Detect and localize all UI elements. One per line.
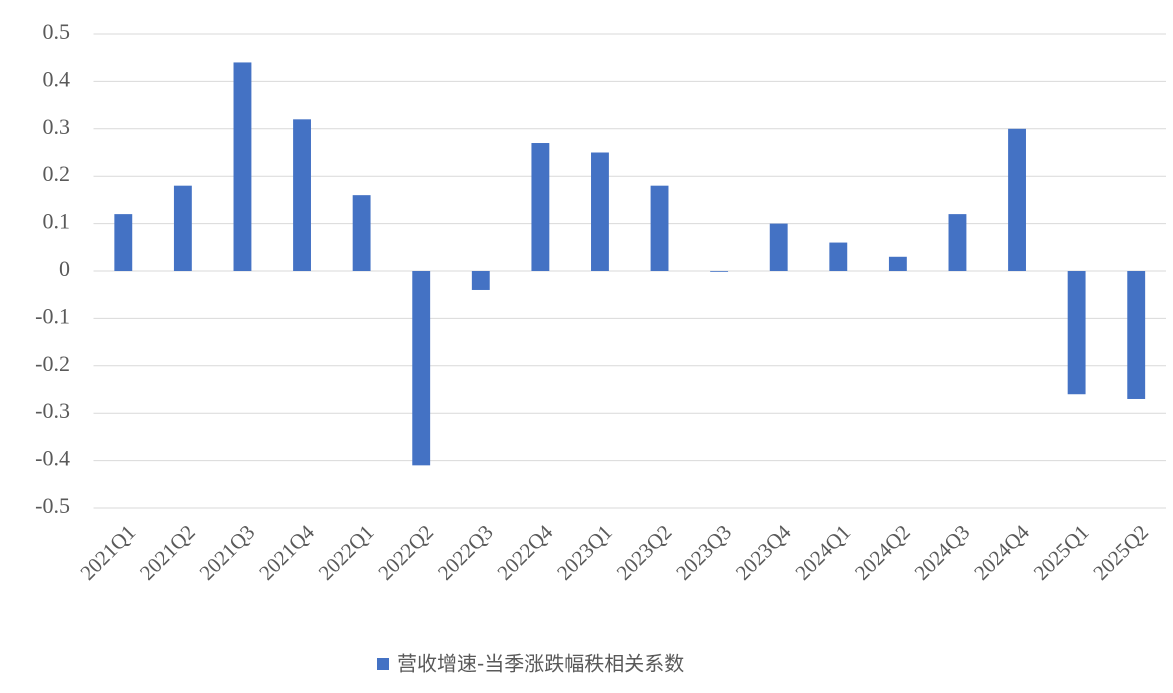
x-tick-label: 2021Q3 <box>195 520 260 585</box>
x-tick-label: 2023Q3 <box>671 520 736 585</box>
y-tick-label: -0.4 <box>35 446 70 471</box>
bar <box>1008 128 1026 271</box>
x-tick-label: 2022Q1 <box>314 520 379 585</box>
x-tick-label: 2023Q4 <box>731 520 796 585</box>
bar <box>173 185 192 271</box>
bar <box>888 256 907 271</box>
x-tick-label: 2024Q4 <box>969 520 1034 585</box>
y-tick-label: 0.2 <box>43 161 71 186</box>
y-tick-label: 0.4 <box>43 66 71 91</box>
bar <box>293 119 311 271</box>
y-tick-label: 0.1 <box>43 209 71 234</box>
y-tick-label: -0.1 <box>35 303 70 328</box>
y-tick-label: 0 <box>59 256 70 281</box>
y-tick-label: -0.2 <box>35 351 70 376</box>
bar <box>233 62 252 271</box>
x-tick-label: 2022Q2 <box>373 520 438 585</box>
bar <box>710 271 729 272</box>
x-tick-label: 2021Q4 <box>254 520 319 585</box>
bar <box>829 242 848 271</box>
x-tick-label: 2021Q2 <box>135 520 200 585</box>
x-tick-label: 2025Q1 <box>1029 520 1094 585</box>
x-tick-label: 2025Q2 <box>1088 520 1153 585</box>
x-tick-label: 2024Q3 <box>910 520 975 585</box>
bar <box>114 214 133 271</box>
y-tick-label: -0.5 <box>35 493 70 518</box>
bar <box>948 214 967 271</box>
legend-swatch <box>377 658 389 670</box>
y-tick-label: -0.3 <box>35 398 70 423</box>
x-tick-label: 2024Q2 <box>850 520 915 585</box>
x-tick-label: 2023Q2 <box>612 520 677 585</box>
bar <box>650 185 669 271</box>
x-tick-label: 2021Q1 <box>75 520 140 585</box>
x-tick-label: 2024Q1 <box>790 520 855 585</box>
bar <box>769 223 788 271</box>
bar <box>531 143 550 271</box>
bar <box>591 152 609 271</box>
y-tick-label: 0.3 <box>43 114 71 139</box>
x-tick-label: 2022Q4 <box>492 520 557 585</box>
bar <box>352 195 371 271</box>
bar <box>1067 271 1086 395</box>
y-tick-label: 0.5 <box>43 19 71 44</box>
bar <box>471 271 490 290</box>
x-tick-label: 2022Q3 <box>433 520 498 585</box>
x-tick-label: 2023Q1 <box>552 520 617 585</box>
legend-label: 营收增速-当季涨跌幅秩相关系数 <box>397 652 684 676</box>
bar <box>412 271 431 466</box>
bar <box>1127 271 1146 399</box>
